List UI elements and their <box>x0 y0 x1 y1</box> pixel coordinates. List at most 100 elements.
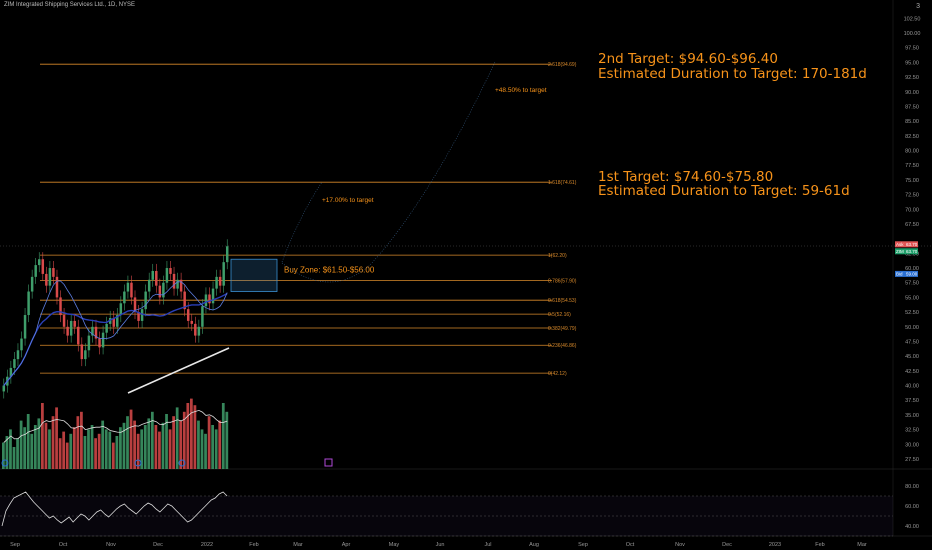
rsi-tick-label: 40.00 <box>905 524 919 530</box>
volume-bar <box>225 411 229 469</box>
candle-body <box>123 291 126 304</box>
price-tick-label: 85.00 <box>905 119 919 125</box>
price-tick-label: 37.50 <box>905 398 919 404</box>
volume-bar <box>207 416 211 469</box>
time-tick-label: Jun <box>436 542 445 548</box>
candle-body <box>94 326 98 339</box>
volume-bar <box>83 436 87 469</box>
price-badge-value-bg <box>905 270 918 277</box>
price-tick-label: 55.00 <box>905 295 919 301</box>
volume-bar <box>12 447 16 469</box>
volume-bar <box>111 442 115 469</box>
projection-path-1st <box>281 181 323 263</box>
time-tick-label: Jul <box>484 542 491 548</box>
candle-body <box>38 259 41 266</box>
candle-body <box>112 317 115 327</box>
candle-body <box>137 312 140 321</box>
time-tick-label: 2022 <box>201 542 213 548</box>
candle-body <box>162 282 165 298</box>
candle-body <box>87 335 91 351</box>
volume-bar <box>30 433 34 469</box>
price-tick-label: 62.50 <box>905 251 919 257</box>
candle-body <box>183 291 186 310</box>
candle-body <box>116 315 119 327</box>
volume-bar <box>44 422 48 469</box>
price-tick-label: 70.00 <box>905 207 919 213</box>
candle-body <box>155 270 158 286</box>
price-tick-label: 40.00 <box>905 384 919 390</box>
candle-body <box>211 288 215 304</box>
fib-level-label: 1(62.20) <box>548 253 567 259</box>
candle-body <box>77 326 80 345</box>
volume-bar <box>133 420 136 469</box>
candle-body <box>204 294 208 307</box>
volume-bar <box>101 420 105 469</box>
candle-body <box>52 268 55 277</box>
volume-bar <box>41 403 44 469</box>
candle-body <box>147 279 151 292</box>
candle-body <box>222 262 225 286</box>
price-badge-label-bg <box>895 248 905 255</box>
fib-level-label: 0.786(57.90) <box>548 278 577 284</box>
candle-body <box>190 320 193 324</box>
volume-bar <box>26 414 30 469</box>
target-title: 1st Target: $74.60-$75.80 <box>598 169 773 185</box>
price-tick-label: 57.50 <box>905 281 919 287</box>
event-marker-icon <box>134 459 142 467</box>
volume-bar <box>172 416 175 469</box>
volume-bar <box>126 416 129 469</box>
price-tick-label: 42.50 <box>905 369 919 375</box>
candle-body <box>165 268 169 283</box>
event-marker-icon <box>178 459 186 467</box>
price-tick-label: 45.00 <box>905 354 919 360</box>
price-badge-value: 59.00 <box>906 272 918 277</box>
candle-body <box>194 323 197 336</box>
time-tick-label: Aug <box>529 542 539 548</box>
time-tick-label: Nov <box>106 542 116 548</box>
time-tick-label: Apr <box>342 542 351 548</box>
price-tick-label: 67.50 <box>905 222 919 228</box>
time-tick-label: Feb <box>815 542 824 548</box>
moving-averages <box>3 280 228 387</box>
price-tick-label: 35.00 <box>905 413 919 419</box>
volume-bar <box>58 438 62 469</box>
price-badge-value-bg <box>905 248 918 255</box>
candle-body <box>23 315 27 339</box>
rsi-pane: 40.00 60.00 80.00 <box>0 484 919 537</box>
candle-body <box>218 276 222 286</box>
candle-body <box>130 282 133 298</box>
time-tick-label: Feb <box>249 542 258 548</box>
volume-bar <box>62 431 66 469</box>
volume-bar <box>87 429 90 469</box>
candle-body <box>55 276 59 298</box>
fib-level-label: 0.382(49.79) <box>548 326 577 332</box>
volume-bar <box>16 438 19 469</box>
projection-path-2nd <box>281 61 496 283</box>
price-badge-value: 63.70 <box>906 249 918 254</box>
volume-bar <box>122 422 126 469</box>
candle-body <box>98 338 101 348</box>
time-axis: Sep Oct Nov Dec 2022 Feb Mar Apr May Jun Jul Aug Sep… <box>10 542 867 548</box>
candle-body <box>119 303 123 316</box>
volume-bar <box>108 431 112 469</box>
price-badge-label: ZIM <box>896 249 904 254</box>
candle-body <box>151 270 154 280</box>
volume-bar <box>186 403 190 469</box>
volume-bar <box>129 409 133 469</box>
buy-zone-label: Buy Zone: $61.50-$56.00 <box>284 266 375 275</box>
rsi-line <box>1 491 228 527</box>
volume-bar <box>200 429 204 469</box>
candle-body <box>208 294 211 304</box>
price-tick-label: 80.00 <box>905 149 919 155</box>
moving-average-fast <box>3 280 228 386</box>
volume-bar <box>72 427 76 469</box>
volume-bar <box>182 411 186 469</box>
time-tick-label: Oct <box>59 542 68 548</box>
fibonacci-retracement: 2.618(94.69) 1.618(74.61) 1(62.20) 0.786(57… <box>40 62 577 377</box>
candle-body <box>20 338 23 351</box>
candle-body <box>59 297 62 316</box>
candle-body <box>225 246 229 263</box>
volume-bar <box>48 429 51 469</box>
candle-body <box>172 273 176 289</box>
